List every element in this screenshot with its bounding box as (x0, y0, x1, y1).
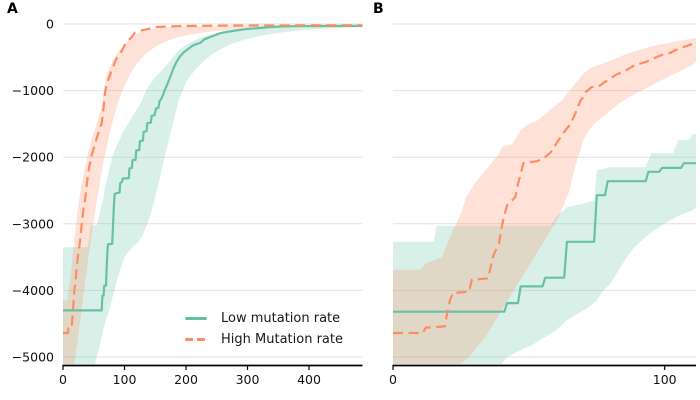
low-mutation-rate-confidence-band (393, 133, 696, 364)
y-tick-label: 0 (46, 17, 54, 32)
y-tick-label: −3000 (12, 216, 54, 231)
x-tick-label: 100 (653, 372, 677, 387)
high-mutation-rate-line (393, 42, 696, 335)
high-mutation-line-sample (185, 337, 207, 341)
low-mutation-rate-line (63, 24, 363, 312)
y-tick-label: −5000 (12, 350, 54, 365)
x-tick-label: 400 (297, 372, 321, 387)
low-mutation-rate-line (393, 162, 696, 313)
y-tick-label: −4000 (12, 283, 54, 298)
x-tick-label: 200 (174, 372, 198, 387)
x-tick-label: 0 (59, 372, 67, 387)
x-tick-label: 100 (113, 372, 137, 387)
y-tick-label: −1000 (12, 83, 54, 98)
panel-b-label: B (373, 1, 384, 17)
panel-a-label: A (7, 1, 18, 17)
legend-label-high: High Mutation rate (221, 331, 343, 347)
x-tick-label: 0 (389, 372, 397, 387)
legend-item-high-mutation: High Mutation rate (185, 331, 343, 347)
high-mutation-rate-confidence-band (393, 38, 696, 364)
low-mutation-rate-confidence-band (63, 25, 363, 364)
x-tick-label: 300 (236, 372, 260, 387)
legend-item-low-mutation: Low mutation rate (185, 310, 343, 326)
low-mutation-line-sample (185, 316, 207, 320)
y-tick-label: −2000 (12, 150, 54, 165)
high-mutation-rate-line (63, 24, 363, 335)
legend: Low mutation rate High Mutation rate (185, 310, 343, 347)
legend-label-low: Low mutation rate (221, 310, 341, 326)
